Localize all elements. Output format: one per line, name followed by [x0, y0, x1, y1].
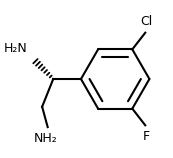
Text: H₂N: H₂N: [4, 42, 27, 55]
Text: Cl: Cl: [140, 15, 152, 28]
Text: NH₂: NH₂: [34, 132, 58, 145]
Text: F: F: [143, 130, 150, 143]
